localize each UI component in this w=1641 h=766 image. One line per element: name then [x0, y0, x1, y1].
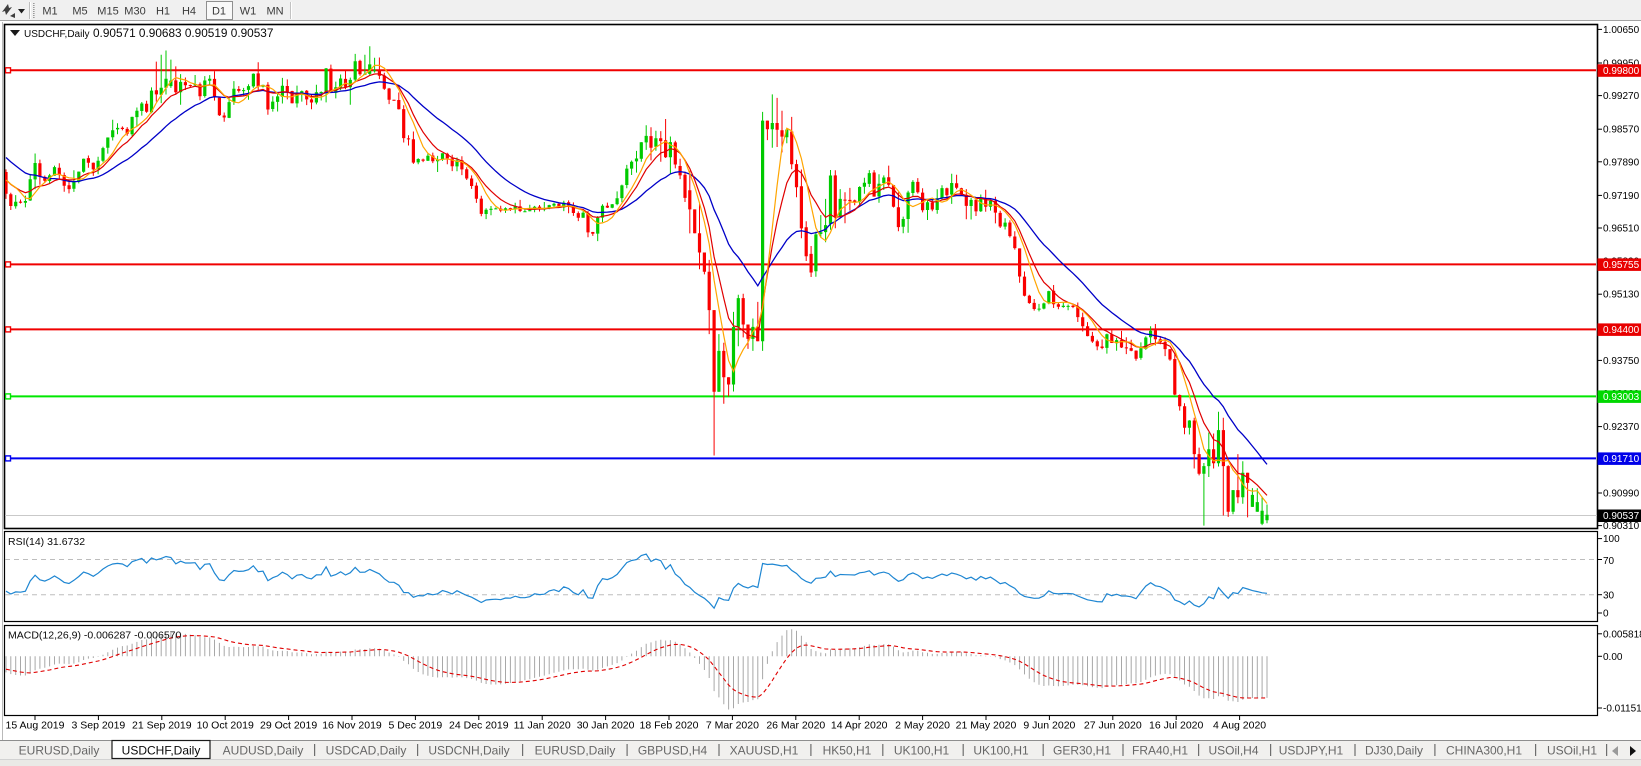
svg-text:16 Nov 2019: 16 Nov 2019 — [322, 720, 382, 732]
svg-text:1.00650: 1.00650 — [1603, 25, 1640, 36]
svg-text:0.90310: 0.90310 — [1603, 521, 1640, 532]
svg-text:RSI(14) 31.6732: RSI(14) 31.6732 — [8, 536, 85, 548]
svg-text:M5: M5 — [72, 6, 87, 18]
svg-text:11 Jan 2020: 11 Jan 2020 — [514, 720, 571, 732]
svg-text:0.95755: 0.95755 — [1603, 260, 1640, 271]
svg-text:UK100,H1: UK100,H1 — [973, 744, 1029, 758]
svg-text:0.97190: 0.97190 — [1603, 191, 1640, 202]
svg-text:D1: D1 — [212, 6, 226, 18]
svg-text:21 May 2020: 21 May 2020 — [956, 720, 1017, 732]
svg-text:EURUSD,Daily: EURUSD,Daily — [535, 744, 616, 758]
svg-text:FRA40,H1: FRA40,H1 — [1132, 744, 1188, 758]
svg-text:30: 30 — [1603, 590, 1615, 601]
svg-text:USOil,H1: USOil,H1 — [1547, 744, 1597, 758]
svg-text:M30: M30 — [124, 6, 145, 18]
svg-text:18 Feb 2020: 18 Feb 2020 — [640, 720, 699, 732]
svg-text:2 May 2020: 2 May 2020 — [895, 720, 950, 732]
svg-text:0: 0 — [1603, 609, 1609, 620]
svg-text:70: 70 — [1603, 556, 1615, 567]
svg-text:5 Dec 2019: 5 Dec 2019 — [389, 720, 443, 732]
svg-text:16 Jul 2020: 16 Jul 2020 — [1149, 720, 1203, 732]
svg-text:0.98570: 0.98570 — [1603, 125, 1640, 136]
svg-text:USDJPY,H1: USDJPY,H1 — [1279, 744, 1344, 758]
svg-text:AUDUSD,Daily: AUDUSD,Daily — [223, 744, 304, 758]
svg-text:USDCHF,Daily: USDCHF,Daily — [24, 29, 90, 40]
svg-text:DJ30,Daily: DJ30,Daily — [1365, 744, 1423, 758]
svg-text:H1: H1 — [156, 6, 170, 18]
svg-text:0.99950: 0.99950 — [1603, 59, 1640, 70]
svg-text:0.95130: 0.95130 — [1603, 290, 1640, 301]
svg-text:USDCHF,Daily: USDCHF,Daily — [122, 744, 201, 758]
svg-text:-0.011514: -0.011514 — [1603, 704, 1641, 715]
svg-text:26 Mar 2020: 26 Mar 2020 — [766, 720, 825, 732]
svg-text:GBPUSD,H4: GBPUSD,H4 — [638, 744, 708, 758]
svg-text:H4: H4 — [182, 6, 196, 18]
svg-text:0.90537: 0.90537 — [1603, 511, 1640, 522]
svg-text:USOil,H4: USOil,H4 — [1208, 744, 1258, 758]
svg-text:USDCAD,Daily: USDCAD,Daily — [326, 744, 407, 758]
svg-text:EURUSD,Daily: EURUSD,Daily — [19, 744, 100, 758]
svg-text:MN: MN — [266, 6, 283, 18]
svg-text:HK50,H1: HK50,H1 — [823, 744, 872, 758]
svg-text:29 Oct 2019: 29 Oct 2019 — [260, 720, 317, 732]
svg-text:0.00: 0.00 — [1603, 652, 1623, 663]
svg-text:W1: W1 — [240, 6, 257, 18]
svg-text:0.97890: 0.97890 — [1603, 157, 1640, 168]
svg-text:M15: M15 — [97, 6, 118, 18]
svg-text:0.93003: 0.93003 — [1603, 392, 1640, 403]
svg-text:UK100,H1: UK100,H1 — [894, 744, 950, 758]
svg-text:0.90571 0.90683 0.90519 0.9053: 0.90571 0.90683 0.90519 0.90537 — [93, 26, 273, 40]
svg-text:0.94400: 0.94400 — [1603, 325, 1640, 336]
svg-text:M1: M1 — [42, 6, 57, 18]
svg-text:15 Aug 2019: 15 Aug 2019 — [6, 720, 65, 732]
svg-text:30 Jan 2020: 30 Jan 2020 — [577, 720, 635, 732]
svg-text:27 Jun 2020: 27 Jun 2020 — [1084, 720, 1142, 732]
svg-text:0.91710: 0.91710 — [1603, 454, 1640, 465]
svg-text:10 Oct 2019: 10 Oct 2019 — [197, 720, 254, 732]
svg-text:0.96510: 0.96510 — [1603, 224, 1640, 235]
svg-text:XAUUSD,H1: XAUUSD,H1 — [730, 744, 799, 758]
svg-text:0.99270: 0.99270 — [1603, 91, 1640, 102]
svg-text:4 Aug 2020: 4 Aug 2020 — [1213, 720, 1266, 732]
svg-text:0.93750: 0.93750 — [1603, 356, 1640, 367]
svg-text:USDCNH,Daily: USDCNH,Daily — [428, 744, 509, 758]
svg-text:0.90990: 0.90990 — [1603, 489, 1640, 500]
svg-text:21 Sep 2019: 21 Sep 2019 — [132, 720, 192, 732]
svg-text:0.99800: 0.99800 — [1603, 66, 1640, 77]
svg-text:7 Mar 2020: 7 Mar 2020 — [706, 720, 759, 732]
svg-text:3 Sep 2019: 3 Sep 2019 — [72, 720, 126, 732]
svg-text:CHINA300,H1: CHINA300,H1 — [1446, 744, 1522, 758]
svg-text:24 Dec 2019: 24 Dec 2019 — [449, 720, 509, 732]
svg-text:14 Apr 2020: 14 Apr 2020 — [831, 720, 888, 732]
svg-text:100: 100 — [1603, 534, 1620, 545]
svg-text:0.92370: 0.92370 — [1603, 422, 1640, 433]
svg-text:MACD(12,26,9) -0.006287 -0.006: MACD(12,26,9) -0.006287 -0.006570 — [8, 630, 182, 642]
svg-text:0.005818: 0.005818 — [1603, 629, 1641, 640]
svg-text:GER30,H1: GER30,H1 — [1053, 744, 1111, 758]
svg-text:9 Jun 2020: 9 Jun 2020 — [1023, 720, 1075, 732]
